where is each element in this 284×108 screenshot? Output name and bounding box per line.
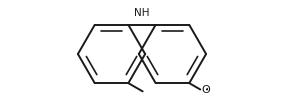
Text: O: O	[201, 85, 210, 95]
Text: NH: NH	[134, 8, 150, 18]
